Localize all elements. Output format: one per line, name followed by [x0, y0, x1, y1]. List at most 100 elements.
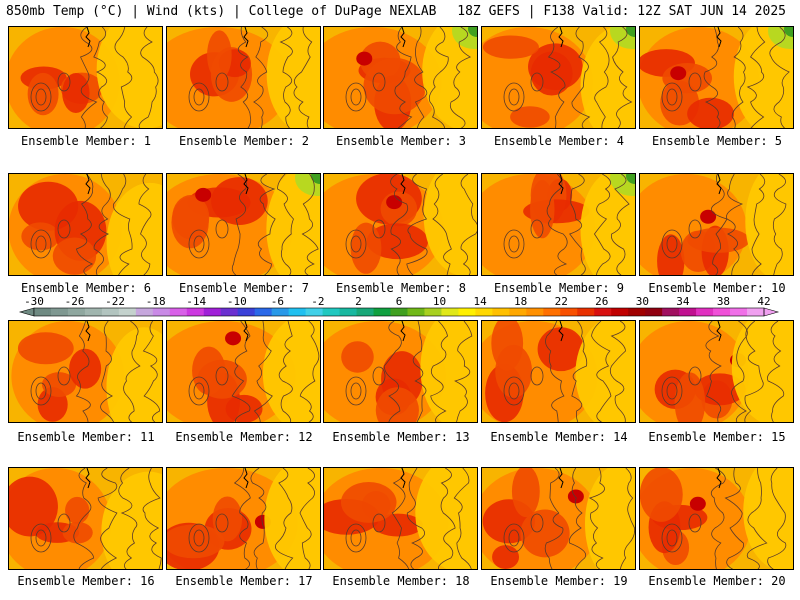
ensemble-member-label: Ensemble Member: 13: [332, 430, 470, 444]
ensemble-member-map: [481, 467, 636, 570]
ensemble-member-label: Ensemble Member: 14: [490, 430, 628, 444]
ensemble-member-map: [8, 467, 163, 570]
ensemble-member-label: Ensemble Member: 4: [493, 134, 625, 148]
ensemble-member-label: Ensemble Member: 2: [178, 134, 310, 148]
colorbar-swatch: [271, 308, 290, 316]
colorbar-swatch: [390, 308, 408, 316]
ensemble-member-map: [639, 320, 794, 423]
colorbar-tick-label: 14: [473, 296, 487, 308]
colorbar-swatch: [424, 308, 442, 316]
ensemble-member-map: [323, 467, 478, 570]
map-title: 850mb Temp (°C) | Wind (kts) | College o…: [6, 4, 437, 19]
colorbar-swatch: [560, 308, 578, 316]
colorbar-swatch: [730, 308, 748, 316]
colorbar-swatch: [237, 308, 256, 316]
colorbar-swatch: [526, 308, 544, 316]
ensemble-member-label: Ensemble Member: 17: [175, 574, 313, 588]
colorbar-swatch: [152, 308, 171, 316]
ensemble-member-map: [481, 173, 636, 276]
ensemble-member-label: Ensemble Member: 16: [17, 574, 155, 588]
ensemble-member-label: Ensemble Member: 12: [175, 430, 313, 444]
colorbar-swatch: [441, 308, 459, 316]
ensemble-member-label: Ensemble Member: 10: [648, 281, 786, 295]
ensemble-member-label: Ensemble Member: 19: [490, 574, 628, 588]
colorbar-swatch: [135, 308, 154, 316]
ensemble-member-label: Ensemble Member: 8: [335, 281, 467, 295]
colorbar-swatch: [543, 308, 561, 316]
colorbar-swatch: [662, 308, 680, 316]
colorbar-swatch: [339, 308, 358, 316]
ensemble-member-map: [639, 26, 794, 129]
colorbar-swatch: [101, 308, 120, 316]
colorbar-swatch: [679, 308, 697, 316]
colorbar-swatch: [611, 308, 629, 316]
colorbar-swatch: [322, 308, 341, 316]
colorbar-tick-label: 30: [636, 296, 649, 308]
ensemble-member-label: Ensemble Member: 18: [332, 574, 470, 588]
ensemble-member-map: [481, 320, 636, 423]
colorbar-swatch: [220, 308, 239, 316]
colorbar-swatch: [594, 308, 612, 316]
colorbar-tick-label: -2: [311, 296, 324, 308]
colorbar-tick-label: 2: [355, 296, 362, 308]
ensemble-member-label: Ensemble Member: 1: [20, 134, 152, 148]
colorbar-swatch: [373, 308, 392, 316]
colorbar-tick-label: -6: [271, 296, 284, 308]
ensemble-member-map: [639, 467, 794, 570]
ensemble-member-label: Ensemble Member: 5: [651, 134, 783, 148]
colorbar-tick-label: 6: [396, 296, 403, 308]
colorbar-swatch: [407, 308, 425, 316]
colorbar-swatch: [169, 308, 188, 316]
ensemble-member-label: Ensemble Member: 9: [493, 281, 625, 295]
ensemble-member-map: [323, 173, 478, 276]
ensemble-member-map: [166, 26, 321, 129]
colorbar-min-arrow: [18, 307, 35, 317]
ensemble-member-label: Ensemble Member: 7: [178, 281, 310, 295]
colorbar-swatch: [50, 308, 69, 316]
colorbar-swatch: [203, 308, 222, 316]
colorbar-tick-label: 34: [676, 296, 690, 308]
ensemble-member-label: Ensemble Member: 3: [335, 134, 467, 148]
colorbar-tick-label: -18: [146, 296, 166, 308]
temperature-colorbar: -30 -26 -22 -18 -14 -10 -6 -2 2 6 10 14 18 22 26 30 34 38…: [18, 296, 780, 317]
ensemble-member-map: [323, 320, 478, 423]
ensemble-member-label: Ensemble Member: 6: [20, 281, 152, 295]
colorbar-swatch: [458, 308, 476, 316]
colorbar-swatch: [118, 308, 137, 316]
colorbar-tick-label: 18: [514, 296, 527, 308]
colorbar-tick-label: -30: [24, 296, 44, 308]
colorbar-swatch: [492, 308, 510, 316]
colorbar-swatch: [747, 308, 765, 316]
ensemble-member-map: [481, 26, 636, 129]
colorbar-tick-label: -22: [105, 296, 125, 308]
colorbar-swatch: [254, 308, 273, 316]
colorbar-swatch: [84, 308, 103, 316]
ensemble-member-label: Ensemble Member: 15: [648, 430, 786, 444]
colorbar-swatch: [713, 308, 731, 316]
ensemble-member-map: [166, 467, 321, 570]
colorbar-swatch: [356, 308, 375, 316]
model-run-info: 18Z GEFS | F138 Valid: 12Z SAT JUN 14 20…: [457, 4, 786, 19]
colorbar-swatch: [67, 308, 86, 316]
colorbar-tick-label: 10: [433, 296, 446, 308]
ensemble-member-map: [166, 320, 321, 423]
ensemble-member-map: [8, 320, 163, 423]
colorbar-swatch: [645, 308, 663, 316]
colorbar-tick-label: 22: [555, 296, 568, 308]
ensemble-member-label: Ensemble Member: 20: [648, 574, 786, 588]
colorbar-tick-label: -14: [186, 296, 206, 308]
ensemble-member-label: Ensemble Member: 11: [17, 430, 155, 444]
colorbar-tick-label: 26: [595, 296, 608, 308]
colorbar-tick-label: 38: [717, 296, 730, 308]
colorbar-swatch: [577, 308, 595, 316]
colorbar-swatch: [288, 308, 307, 316]
ensemble-member-map: [639, 173, 794, 276]
colorbar-tick-label: 42: [757, 296, 770, 308]
ensemble-member-map: [8, 173, 163, 276]
ensemble-member-map: [323, 26, 478, 129]
colorbar-tick-label: -10: [227, 296, 247, 308]
ensemble-member-map: [8, 26, 163, 129]
colorbar-swatch: [305, 308, 324, 316]
colorbar-tick-label: -26: [65, 296, 85, 308]
ensemble-member-map: [166, 173, 321, 276]
